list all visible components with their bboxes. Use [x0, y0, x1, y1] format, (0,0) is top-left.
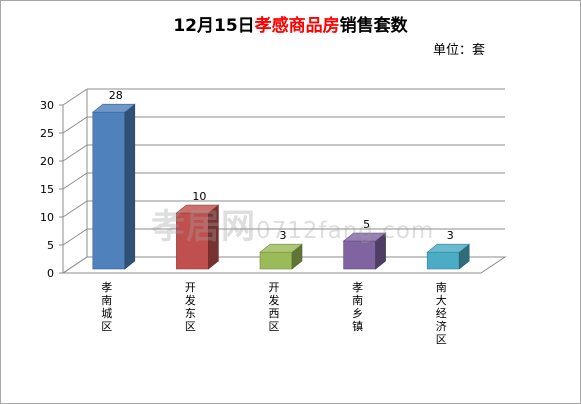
- gridline-depth: [62, 88, 88, 106]
- bar-front: [426, 251, 460, 270]
- watermark-url: 0712fang.com: [256, 218, 435, 244]
- y-tick-label: 30: [40, 99, 54, 112]
- data-label: 3: [447, 229, 454, 242]
- title-suffix: 销售套数: [339, 16, 408, 36]
- title-highlight: 孝感商品房: [254, 16, 340, 36]
- unit-label: 单位：套: [433, 43, 486, 58]
- gridline-depth: [62, 256, 88, 274]
- watermark-main: 孝居网: [151, 207, 256, 247]
- x-tick-label: 开发西区: [269, 281, 280, 333]
- bar-front: [92, 111, 126, 270]
- y-tick-label: 10: [40, 211, 54, 224]
- gridline-depth: [62, 172, 88, 190]
- data-label: 28: [109, 89, 123, 102]
- x-tick-label: 孝南城区: [101, 281, 112, 333]
- watermark: 孝居网0712fang.com: [151, 199, 434, 248]
- bar-front: [343, 240, 376, 270]
- y-tick-label: 5: [47, 239, 54, 252]
- data-label: 5: [363, 218, 370, 231]
- chart-title: 12月15日孝感商品房销售套数: [1, 11, 580, 36]
- gridline-depth: [62, 228, 88, 246]
- gridline-depth: [62, 200, 88, 218]
- x-tick-label: 孝南乡镇: [352, 281, 363, 333]
- bar-top: [175, 204, 220, 214]
- y-tick-label: 15: [40, 183, 54, 196]
- bar-side: [124, 103, 136, 270]
- bar-front: [176, 212, 209, 270]
- y-tick-label: 25: [40, 127, 54, 140]
- y-tick-label: 0: [47, 267, 54, 280]
- x-tick-label: 开发东区: [185, 281, 196, 333]
- x-tick-label: 南大经济区: [436, 281, 447, 346]
- title-date: 12月15日: [173, 16, 255, 36]
- gridline-depth: [62, 144, 88, 162]
- bar-top: [426, 243, 471, 253]
- data-label: 10: [192, 190, 206, 203]
- bar-top: [91, 103, 136, 113]
- bar-top: [342, 232, 387, 242]
- y-tick-label: 20: [40, 155, 54, 168]
- bar-top: [259, 243, 303, 253]
- bar-front: [259, 251, 293, 270]
- data-label: 3: [280, 229, 287, 242]
- gridline-depth: [62, 116, 88, 134]
